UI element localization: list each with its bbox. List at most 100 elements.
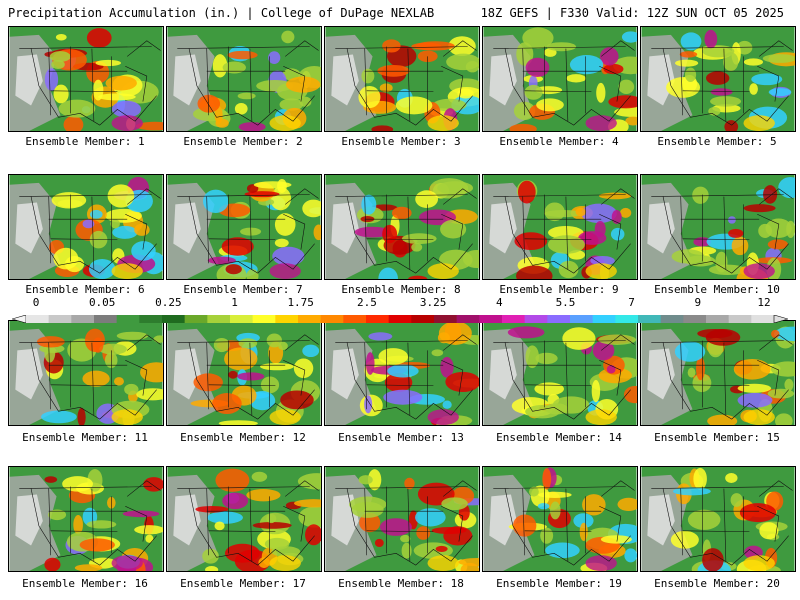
precip-colorbar: 0 0.05 0.25 1 1.75 2.5 3.25 4 5.5 7 9 12 — [10, 296, 790, 324]
colorbar-tick-label: 0.05 — [88, 296, 116, 309]
colorbar-min-arrow — [10, 314, 27, 324]
colorbar-tick-label: 5.5 — [555, 296, 576, 309]
precip-map-image — [167, 467, 321, 571]
ensemble-member-map — [324, 466, 480, 572]
precip-map-image — [483, 321, 637, 425]
colorbar-segment — [230, 315, 253, 323]
colorbar-segment — [343, 315, 367, 323]
colorbar-tick-label: 7 — [628, 296, 635, 309]
member-caption: Ensemble Member: 8 — [341, 283, 461, 296]
colorbar-segment — [162, 315, 185, 323]
colorbar-segment — [706, 315, 729, 323]
colorbar-segment — [683, 315, 707, 323]
colorbar-segment — [184, 315, 208, 323]
colorbar-tick-label: 12 — [757, 296, 771, 309]
colorbar-segment — [728, 315, 752, 323]
ensemble-member-map — [640, 320, 796, 426]
precip-map-image — [9, 467, 163, 571]
colorbar-segment — [71, 315, 95, 323]
member-caption: Ensemble Member: 11 — [22, 431, 148, 444]
colorbar-segment — [638, 315, 661, 323]
map-title: Precipitation Accumulation (in.) | Colle… — [8, 6, 435, 20]
ensemble-member-map — [324, 174, 480, 280]
colorbar-segment — [26, 315, 49, 323]
member-caption: Ensemble Member: 18 — [338, 577, 464, 590]
member-caption: Ensemble Member: 10 — [654, 283, 780, 296]
precip-map-image — [483, 467, 637, 571]
colorbar-segment — [751, 315, 775, 323]
ensemble-member-map — [640, 174, 796, 280]
member-caption: Ensemble Member: 3 — [341, 135, 461, 148]
colorbar-segment — [615, 315, 639, 323]
colorbar-segment — [456, 315, 480, 323]
member-caption: Ensemble Member: 5 — [657, 135, 777, 148]
colorbar-tick-label: 9 — [694, 296, 702, 309]
precip-map-image — [641, 467, 795, 571]
colorbar-segment — [207, 315, 231, 323]
precip-map-image — [9, 27, 163, 131]
member-caption: Ensemble Member: 19 — [496, 577, 622, 590]
colorbar-segment — [116, 315, 140, 323]
colorbar-segment — [48, 315, 72, 323]
precip-map-image — [167, 175, 321, 279]
colorbar-segment — [434, 315, 457, 323]
colorbar-segment — [660, 315, 684, 323]
colorbar-segment — [388, 315, 412, 323]
member-caption: Ensemble Member: 12 — [180, 431, 306, 444]
colorbar-segment — [275, 315, 299, 323]
precip-map-image — [641, 175, 795, 279]
member-caption: Ensemble Member: 15 — [654, 431, 780, 444]
colorbar-segment — [320, 315, 344, 323]
colorbar-segment — [570, 315, 593, 323]
ensemble-member-map — [640, 26, 796, 132]
member-caption: Ensemble Member: 2 — [183, 135, 303, 148]
precip-map-image — [167, 321, 321, 425]
ensemble-member-map — [482, 320, 638, 426]
colorbar-segment — [252, 315, 276, 323]
colorbar-tick-label: 1 — [231, 296, 238, 309]
ensemble-member-map — [8, 320, 164, 426]
ensemble-member-map — [324, 26, 480, 132]
colorbar-tick-label: 3.25 — [419, 296, 447, 309]
colorbar-segment — [298, 315, 321, 323]
colorbar-tick-label: 0.25 — [155, 296, 182, 309]
precip-map-image — [9, 321, 163, 425]
member-caption: Ensemble Member: 1 — [25, 135, 145, 148]
precip-map-image — [483, 27, 637, 131]
ensemble-member-map — [166, 174, 322, 280]
run-info: 18Z GEFS | F330 Valid: 12Z SUN OCT 05 20… — [480, 6, 784, 20]
member-caption: Ensemble Member: 9 — [499, 283, 619, 296]
precip-map-image — [325, 321, 479, 425]
ensemble-member-map — [482, 26, 638, 132]
ensemble-member-map — [482, 174, 638, 280]
precip-map-image — [167, 27, 321, 131]
ensemble-member-map — [166, 320, 322, 426]
precip-map-image — [483, 175, 637, 279]
ensemble-member-map — [8, 26, 164, 132]
colorbar-max-arrow — [773, 314, 790, 324]
colorbar-segment — [94, 315, 117, 323]
colorbar-tick-label: 4 — [495, 296, 503, 309]
colorbar-segment — [502, 315, 525, 323]
ensemble-member-map — [324, 320, 480, 426]
header: Precipitation Accumulation (in.) | Colle… — [0, 0, 800, 24]
precip-map-image — [325, 467, 479, 571]
colorbar-tick-label: 2.5 — [356, 296, 377, 309]
colorbar-segment — [139, 315, 163, 323]
colorbar-segment — [592, 315, 616, 323]
ensemble-member-map — [8, 466, 164, 572]
colorbar-tick-label: 1.75 — [287, 296, 314, 309]
colorbar-segment — [411, 315, 435, 323]
member-caption: Ensemble Member: 17 — [180, 577, 306, 590]
colorbar-tick-label: 0 — [32, 296, 40, 309]
member-caption: Ensemble Member: 13 — [338, 431, 464, 444]
precip-map-image — [325, 175, 479, 279]
member-caption: Ensemble Member: 7 — [183, 283, 303, 296]
colorbar-bar — [10, 308, 790, 324]
member-caption: Ensemble Member: 4 — [499, 135, 619, 148]
precip-map-image — [641, 27, 795, 131]
precip-map-image — [9, 175, 163, 279]
member-caption: Ensemble Member: 16 — [22, 577, 148, 590]
precip-map-image — [325, 27, 479, 131]
ensemble-member-map — [640, 466, 796, 572]
